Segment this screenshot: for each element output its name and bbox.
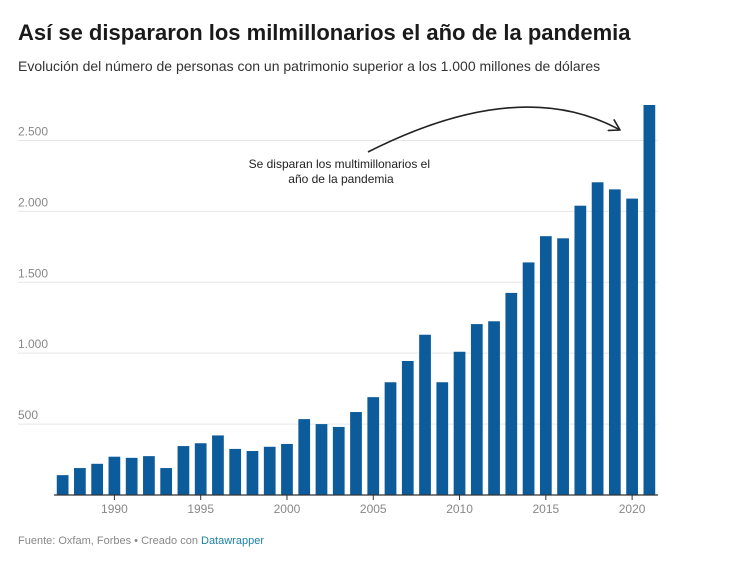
bar-1996 [212,435,224,495]
source-text: Fuente: Oxfam, Forbes • Creado con [18,535,201,547]
footer: Fuente: Oxfam, Forbes • Creado con Dataw… [18,535,264,547]
bar-2014 [522,262,535,495]
chart-title: Así se dispararon los milmillonarios el … [18,20,631,45]
annotation-arrow [367,106,621,153]
y-axis-ticks: 500 1.000 1.500 2.000 2.500 [18,124,48,422]
x-tick-label: 1990 [101,502,128,516]
bar-2005 [367,397,380,495]
bar-2008 [419,334,431,495]
bar-1998 [246,451,259,495]
y-tick-label: 1.000 [18,337,48,351]
annotation-text: Se disparan los multimillonarios el año … [249,157,434,186]
annotation-line-1: Se disparan los multimillonarios el [249,157,430,171]
bar-2002 [315,424,328,495]
chart-subtitle: Evolución del número de personas con un … [18,58,601,74]
bar-1995 [194,443,207,495]
annotation: Se disparan los multimillonarios el año … [249,106,621,186]
x-tick-label: 2015 [532,502,559,516]
bar-1993 [160,468,173,495]
x-tick-label: 2020 [619,502,646,516]
bar-2012 [488,321,500,495]
bar-2004 [350,412,362,495]
x-axis-ticks: 1990 1995 2000 2005 2010 2015 2020 [101,495,646,516]
bar-2013 [505,292,518,495]
y-tick-label: 2.500 [18,124,48,138]
bar-2016 [557,238,569,496]
bar-2019 [608,189,621,495]
datawrapper-link[interactable]: Datawrapper [201,535,264,547]
bar-2006 [384,382,397,495]
bars [56,105,656,496]
bar-2001 [298,419,311,495]
bar-2017 [574,205,587,495]
bar-1991 [125,457,138,495]
bar-chart: 500 1.000 1.500 2.000 2.500 1990 1995 2000 2005… [18,105,658,516]
y-tick-label: 1.500 [18,266,48,280]
y-tick-label: 500 [18,408,38,422]
x-tick-label: 2005 [360,502,387,516]
bar-1989 [91,463,104,495]
x-tick-label: 2010 [446,502,473,516]
bar-2009 [436,382,449,495]
bar-2021 [643,105,656,495]
bar-1999 [263,446,276,495]
bar-1992 [143,456,155,495]
bar-2000 [281,443,293,495]
bar-2018 [591,182,604,496]
annotation-line-2: año de la pandemia [288,172,394,186]
x-tick-label: 2000 [274,502,301,516]
bar-1988 [74,468,86,495]
bar-2015 [539,236,552,495]
bar-2003 [332,426,345,495]
bar-2011 [470,324,483,495]
bar-1987 [56,475,69,495]
x-tick-label: 1995 [187,502,214,516]
bar-1997 [229,448,242,495]
bar-2020 [626,198,638,495]
bar-2007 [401,360,414,495]
bar-1990 [108,456,121,495]
bar-1994 [177,446,190,495]
y-tick-label: 2.000 [18,195,48,209]
bar-2010 [453,351,466,495]
